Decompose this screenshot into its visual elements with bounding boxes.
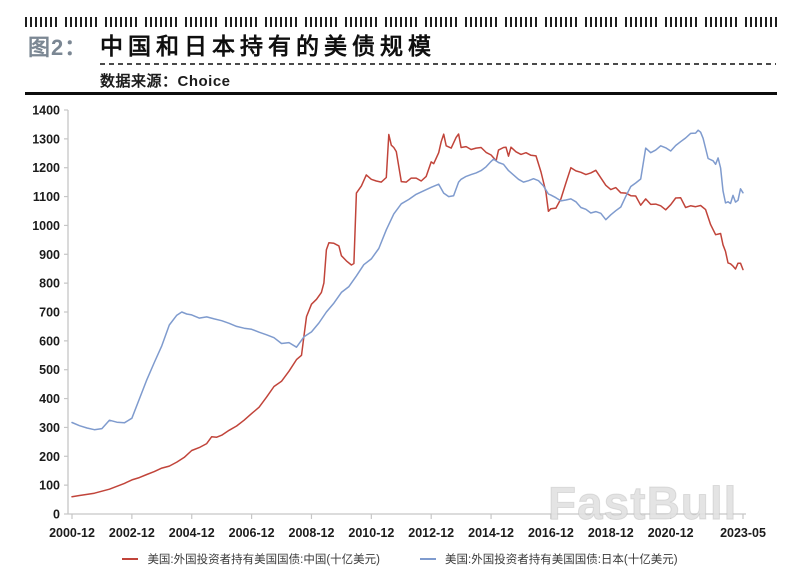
japan-series-line [71,129,744,431]
x-tick-label: 2012-12 [408,526,454,540]
y-tick-label: 1400 [32,104,60,118]
china-series-label: 美国:外国投资者持有美国国债:中国(十亿美元) [147,554,380,566]
header-rule [25,92,777,95]
legend-item-china: 美国:外国投资者持有美国国债:中国(十亿美元) [122,551,380,567]
japan-series-swatch [420,558,436,560]
y-tick-label: 700 [39,306,60,320]
y-tick-label: 1200 [32,161,60,175]
x-tick-label: 2004-12 [169,526,215,540]
figure-number-label: 图2： [28,35,88,60]
y-tick-label: 200 [39,450,60,464]
y-tick-label: 600 [39,334,60,348]
y-tick-label: 800 [39,277,60,291]
y-tick-label: 900 [39,248,60,262]
x-tick-label: 2018-12 [588,526,634,540]
japan-series-label: 美国:外国投资者持有美国国债:日本(十亿美元) [445,554,678,566]
x-tick-label: 2008-12 [289,526,335,540]
y-tick-label: 400 [39,392,60,406]
y-tick-label: 100 [39,479,60,493]
legend-item-japan: 美国:外国投资者持有美国国债:日本(十亿美元) [420,551,678,567]
x-tick-label: 2016-12 [528,526,574,540]
x-tick-label: 2006-12 [229,526,275,540]
hatched-top-border [25,17,777,27]
x-tick-label: 2014-12 [468,526,514,540]
china-series-swatch [122,558,139,560]
y-tick-label: 300 [39,421,60,435]
y-tick-label: 1300 [32,132,60,146]
x-tick-label: 2010-12 [348,526,394,540]
chart-legend: 美国:外国投资者持有美国国债:中国(十亿美元) 美国:外国投资者持有美国国债:日… [0,551,800,567]
y-tick-label: 1100 [33,190,60,204]
figure-title: 中国和日本持有的美债规模 [100,33,436,59]
china-series-line [71,133,744,498]
dashed-separator [100,63,776,65]
data-source-label: 数据来源：Choice [100,73,231,90]
x-tick-label: 2000-12 [49,526,95,540]
x-tick-label: 2002-12 [109,526,155,540]
y-tick-label: 500 [39,363,60,377]
x-tick-label: 2020-12 [648,526,694,540]
y-tick-label: 1000 [32,219,60,233]
y-tick-label: 0 [53,508,60,522]
x-tick-label: 2023-05 [720,526,766,540]
